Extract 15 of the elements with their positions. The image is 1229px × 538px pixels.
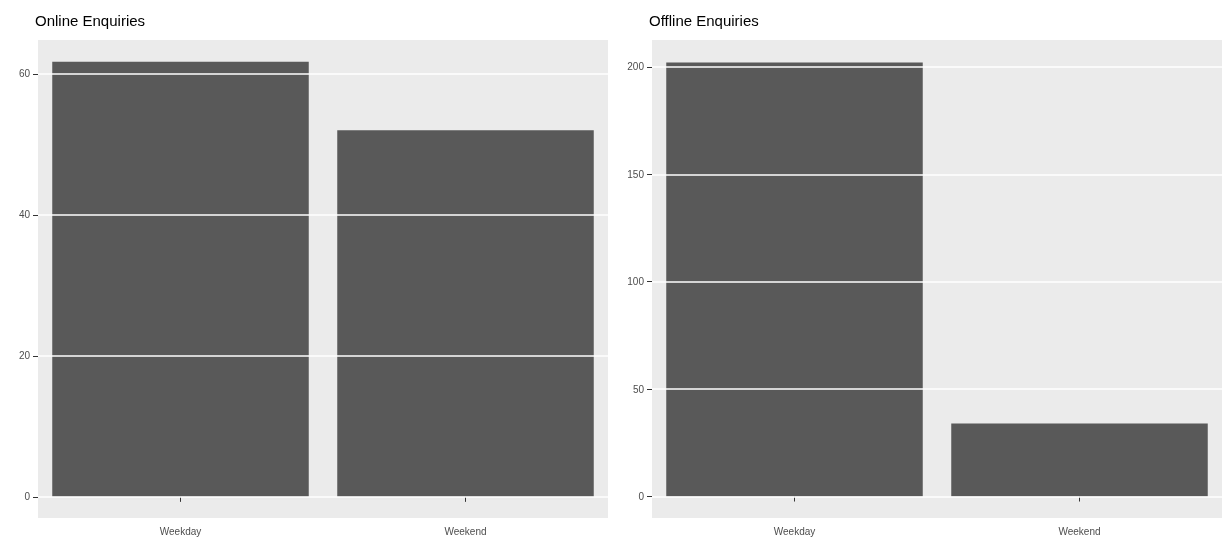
- x-tick-label: Weekend: [444, 525, 487, 537]
- x-tick-label: Weekday: [159, 525, 202, 537]
- y-tick-label: 20: [18, 350, 31, 362]
- y-tick-label: 100: [627, 276, 645, 288]
- chart-title: Offline Enquiries: [649, 12, 759, 29]
- y-tick-label: 0: [24, 491, 31, 503]
- y-tick-label: 200: [627, 61, 645, 73]
- y-tick-label: 60: [18, 68, 31, 80]
- chart-title: Online Enquiries: [35, 12, 146, 29]
- x-tick-label: Weekend: [1058, 525, 1101, 537]
- x-tick-label: Weekday: [773, 525, 816, 537]
- y-tick-label: 150: [627, 168, 645, 180]
- y-tick-label: 40: [18, 209, 31, 221]
- y-tick-label: 50: [632, 383, 645, 395]
- y-tick-label: 0: [638, 491, 645, 503]
